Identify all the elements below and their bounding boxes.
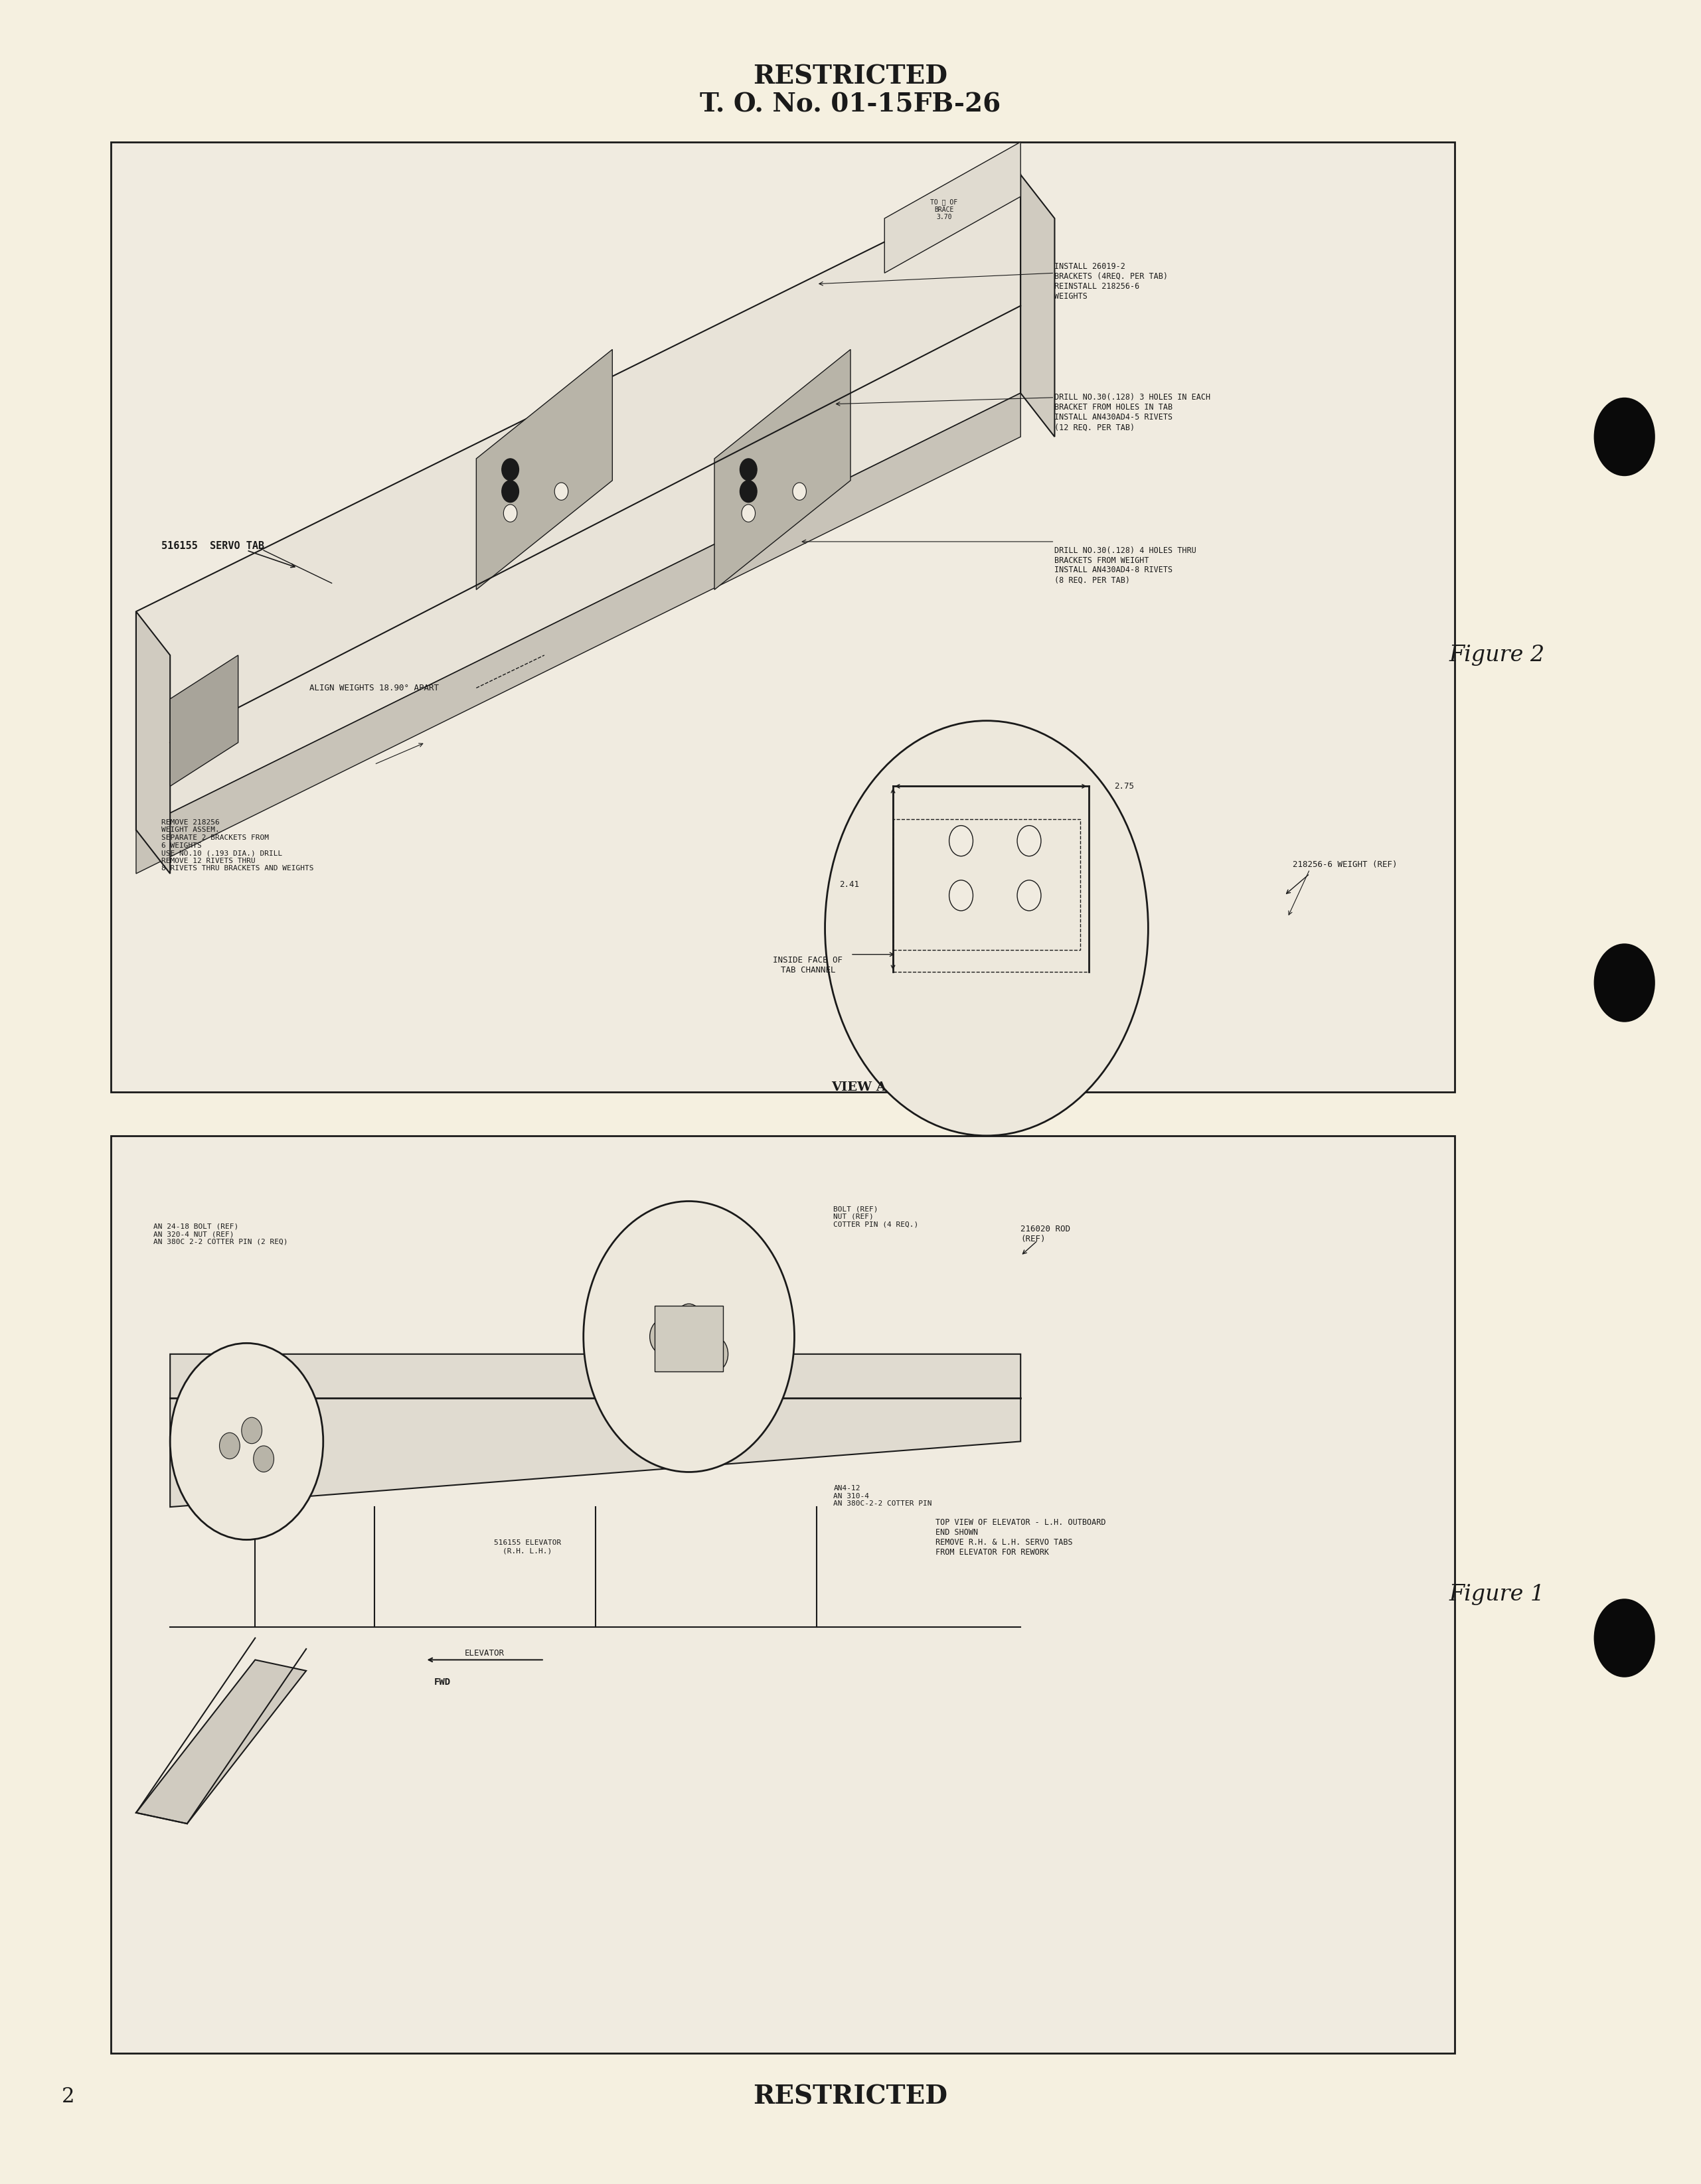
Circle shape bbox=[742, 505, 755, 522]
Text: RESTRICTED: RESTRICTED bbox=[754, 63, 947, 90]
Polygon shape bbox=[136, 393, 1021, 874]
Text: 218256-6 WEIGHT (REF): 218256-6 WEIGHT (REF) bbox=[1293, 860, 1397, 869]
Text: Figure 2: Figure 2 bbox=[1449, 644, 1545, 666]
Circle shape bbox=[1594, 943, 1655, 1022]
Polygon shape bbox=[714, 349, 850, 590]
Text: TO ℄ OF
BRACE
3.70: TO ℄ OF BRACE 3.70 bbox=[930, 199, 958, 221]
Text: RESTRICTED: RESTRICTED bbox=[754, 2084, 947, 2110]
Polygon shape bbox=[1021, 175, 1055, 437]
Text: REMOVE 218256
WEIGHT ASSEM.
SEPARATE 2 BRACKETS FROM
6 WEIGHTS
USE NO.10 (.193 D: REMOVE 218256 WEIGHT ASSEM. SEPARATE 2 B… bbox=[162, 819, 315, 871]
Circle shape bbox=[825, 721, 1148, 1136]
Polygon shape bbox=[136, 1660, 306, 1824]
FancyBboxPatch shape bbox=[111, 1136, 1454, 2053]
Circle shape bbox=[675, 1304, 703, 1339]
Circle shape bbox=[555, 483, 568, 500]
Circle shape bbox=[1594, 397, 1655, 476]
Text: 2.75: 2.75 bbox=[1114, 782, 1135, 791]
Text: ELEVATOR: ELEVATOR bbox=[464, 1649, 505, 1658]
Circle shape bbox=[503, 505, 517, 522]
Text: TOP VIEW OF ELEVATOR - L.H. OUTBOARD
END SHOWN
REMOVE R.H. & L.H. SERVO TABS
FRO: TOP VIEW OF ELEVATOR - L.H. OUTBOARD END… bbox=[936, 1518, 1106, 1557]
Text: BOLT (REF)
NUT (REF)
COTTER PIN (4 REQ.): BOLT (REF) NUT (REF) COTTER PIN (4 REQ.) bbox=[833, 1206, 919, 1227]
Text: VIEW A: VIEW A bbox=[832, 1081, 886, 1094]
Circle shape bbox=[949, 826, 973, 856]
Polygon shape bbox=[170, 1354, 1021, 1507]
Polygon shape bbox=[476, 349, 612, 590]
Text: Figure 1: Figure 1 bbox=[1449, 1583, 1545, 1605]
Circle shape bbox=[650, 1319, 677, 1354]
Text: AN4-12
AN 310-4
AN 380C-2-2 COTTER PIN: AN4-12 AN 310-4 AN 380C-2-2 COTTER PIN bbox=[833, 1485, 932, 1507]
Circle shape bbox=[219, 1433, 240, 1459]
Circle shape bbox=[583, 1201, 794, 1472]
Text: 516155 ELEVATOR
(R.H. L.H.): 516155 ELEVATOR (R.H. L.H.) bbox=[493, 1540, 561, 1555]
Circle shape bbox=[502, 480, 519, 502]
Circle shape bbox=[740, 480, 757, 502]
Polygon shape bbox=[170, 655, 238, 786]
Text: INSTALL 26019-2
BRACKETS (4REQ. PER TAB)
REINSTALL 218256-6
WEIGHTS: INSTALL 26019-2 BRACKETS (4REQ. PER TAB)… bbox=[1055, 262, 1169, 301]
Circle shape bbox=[502, 459, 519, 480]
Circle shape bbox=[1017, 826, 1041, 856]
Circle shape bbox=[1594, 1599, 1655, 1677]
Text: DRILL NO.30(.128) 3 HOLES IN EACH
BRACKET FROM HOLES IN TAB
INSTALL AN430AD4-5 R: DRILL NO.30(.128) 3 HOLES IN EACH BRACKE… bbox=[1055, 393, 1211, 432]
Text: T. O. No. 01-15FB-26: T. O. No. 01-15FB-26 bbox=[701, 92, 1000, 118]
Circle shape bbox=[242, 1417, 262, 1444]
Polygon shape bbox=[136, 612, 170, 874]
Circle shape bbox=[253, 1446, 274, 1472]
Text: 2.41: 2.41 bbox=[839, 880, 859, 889]
Text: 2: 2 bbox=[61, 2086, 75, 2108]
Text: FWD: FWD bbox=[434, 1677, 451, 1686]
Text: INSIDE FACE OF
TAB CHANNEL: INSIDE FACE OF TAB CHANNEL bbox=[774, 957, 842, 974]
Circle shape bbox=[170, 1343, 323, 1540]
Circle shape bbox=[1017, 880, 1041, 911]
FancyBboxPatch shape bbox=[655, 1306, 723, 1372]
Text: DRILL NO.30(.128) 4 HOLES THRU
BRACKETS FROM WEIGHT
INSTALL AN430AD4-8 RIVETS
(8: DRILL NO.30(.128) 4 HOLES THRU BRACKETS … bbox=[1055, 546, 1196, 585]
FancyBboxPatch shape bbox=[111, 142, 1454, 1092]
Text: 516155  SERVO TAB: 516155 SERVO TAB bbox=[162, 542, 265, 550]
Circle shape bbox=[740, 459, 757, 480]
Text: ALIGN WEIGHTS 18.90° APART: ALIGN WEIGHTS 18.90° APART bbox=[310, 684, 439, 692]
Text: AN 24-18 BOLT (REF)
AN 320-4 NUT (REF)
AN 380C 2-2 COTTER PIN (2 REQ): AN 24-18 BOLT (REF) AN 320-4 NUT (REF) A… bbox=[153, 1223, 287, 1245]
Polygon shape bbox=[136, 175, 1021, 830]
Text: 216020 ROD
(REF): 216020 ROD (REF) bbox=[1021, 1225, 1070, 1243]
Circle shape bbox=[949, 880, 973, 911]
Circle shape bbox=[701, 1337, 728, 1372]
Polygon shape bbox=[885, 142, 1021, 273]
Circle shape bbox=[793, 483, 806, 500]
